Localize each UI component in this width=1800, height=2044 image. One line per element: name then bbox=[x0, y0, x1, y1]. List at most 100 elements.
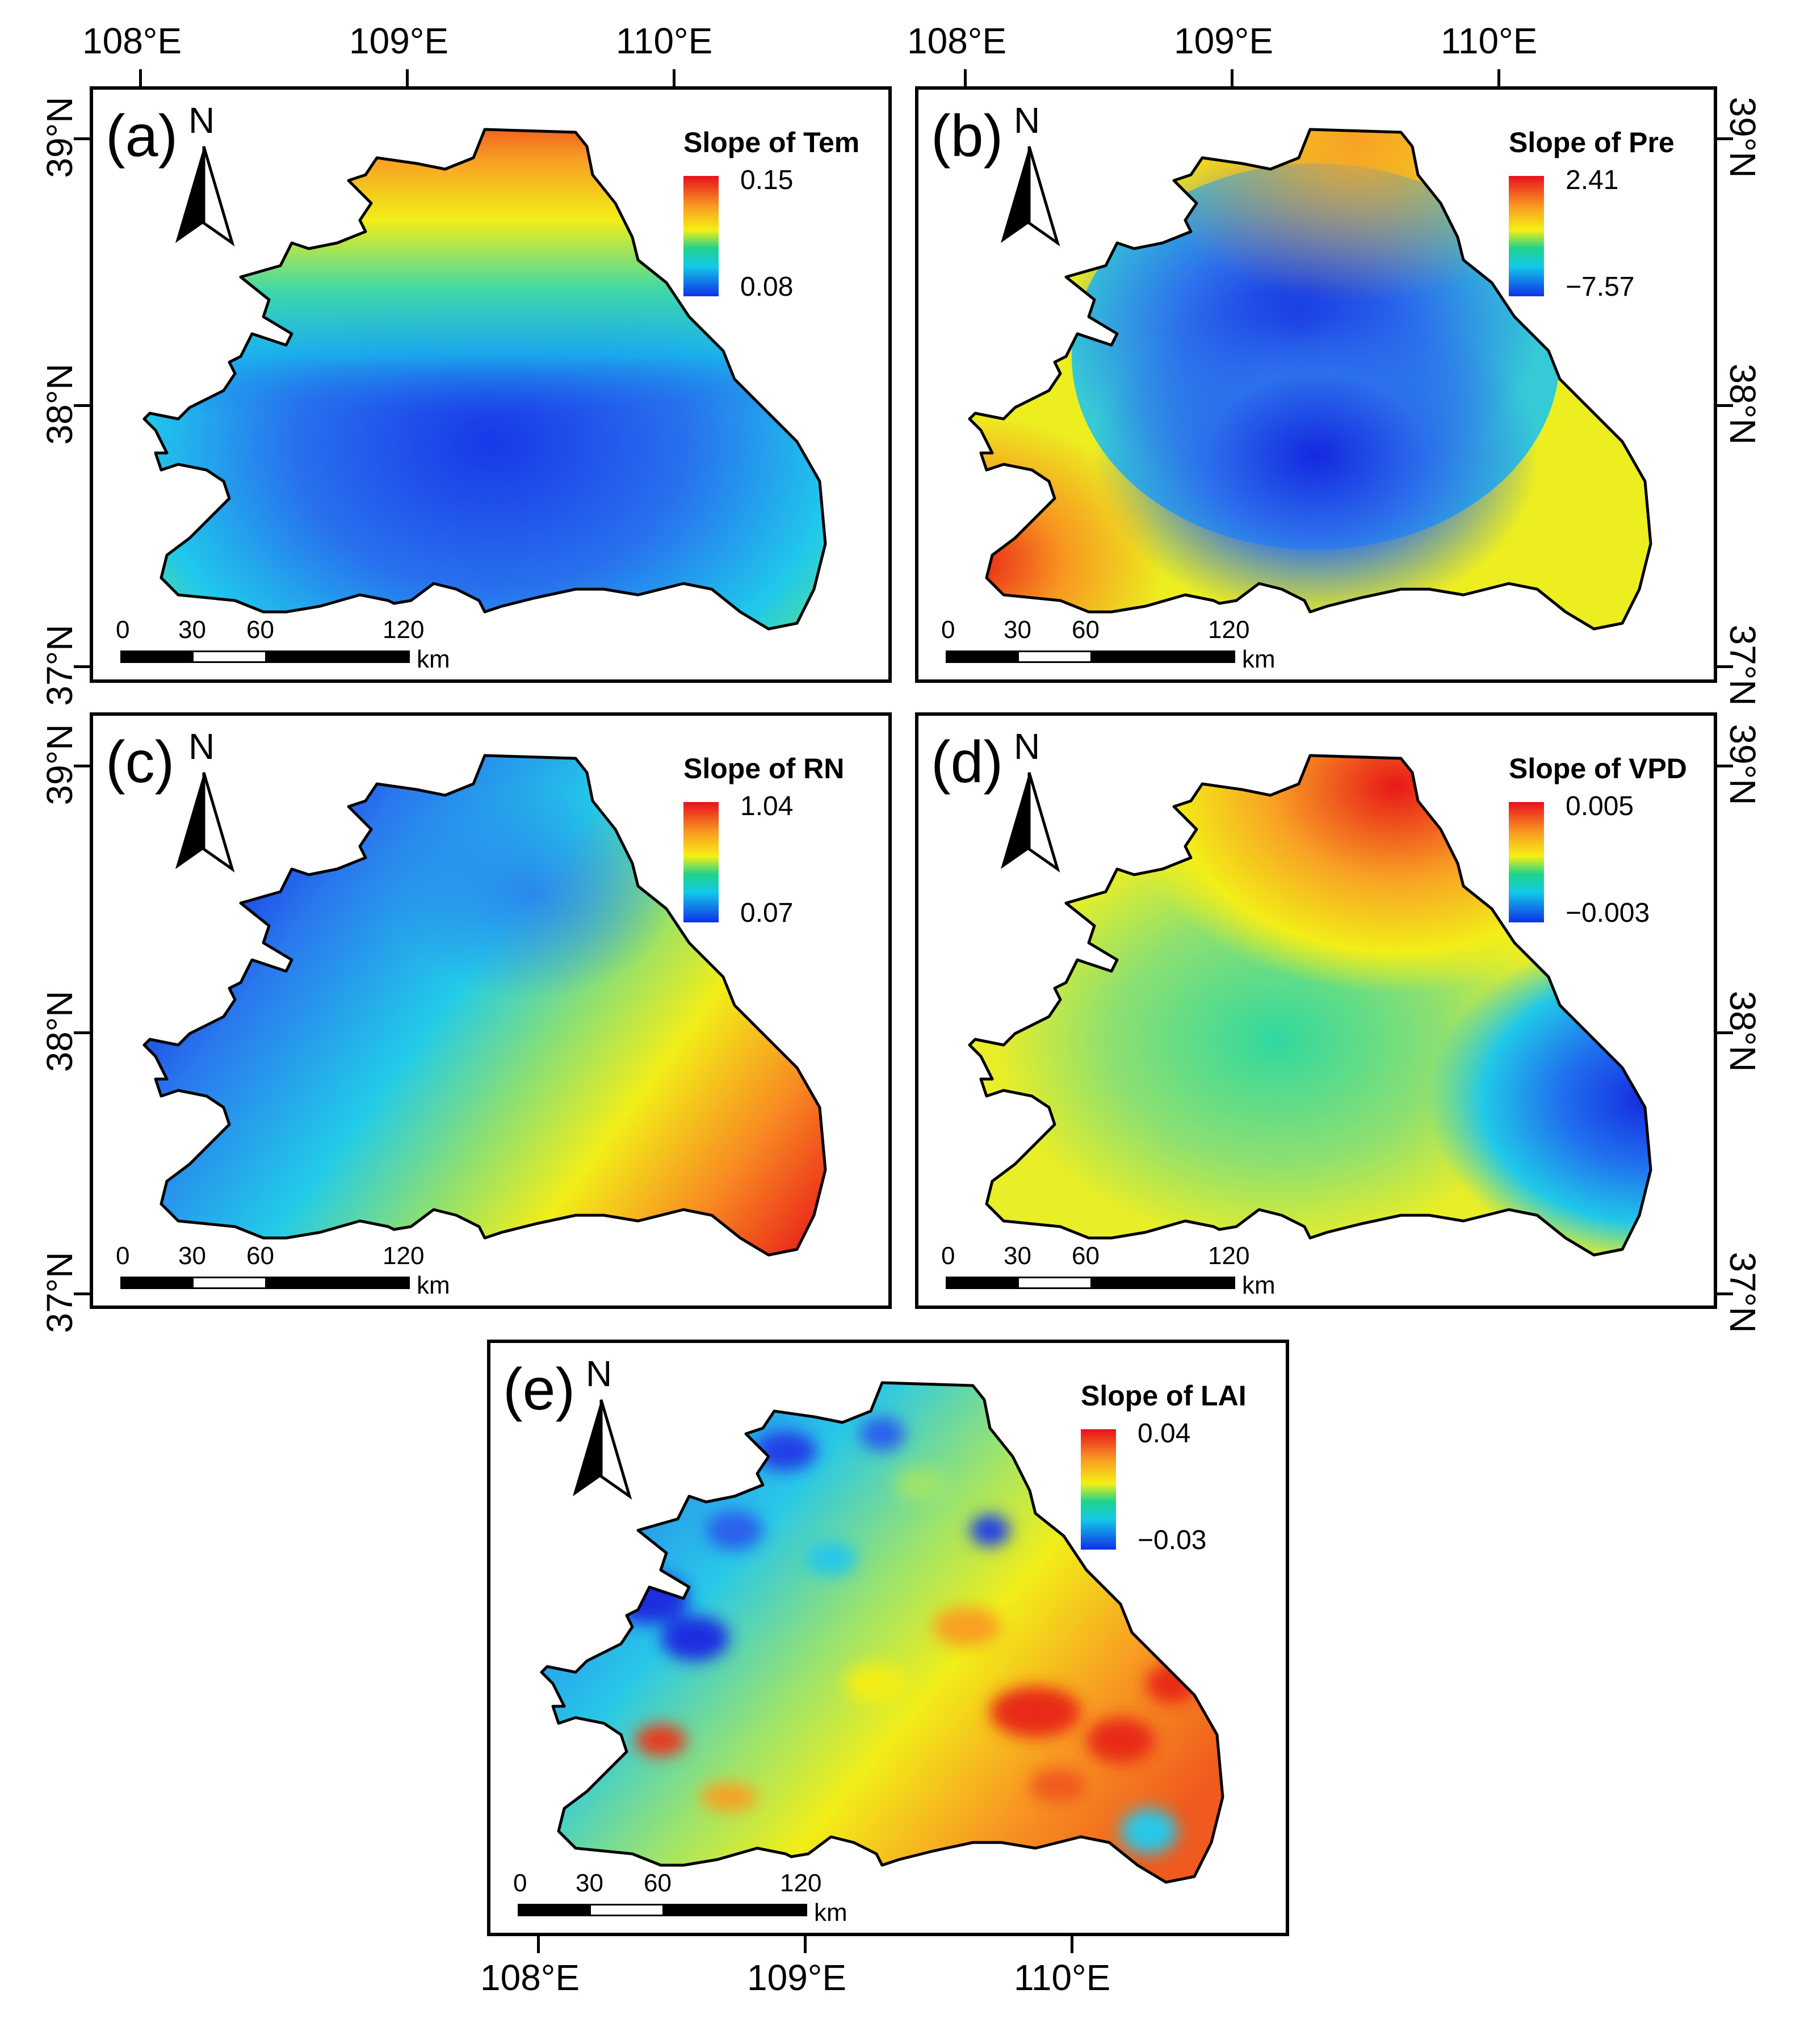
lon-label-top-a-108: 108°E bbox=[82, 20, 182, 61]
scale-tick-30: 30 bbox=[1004, 616, 1031, 644]
legend-colorbar bbox=[1509, 802, 1544, 922]
legend-title: Slope of LAI bbox=[1081, 1380, 1247, 1412]
scale-unit: km bbox=[417, 645, 450, 673]
lat-label-left-c-39: 39°N bbox=[39, 724, 80, 805]
north-label: N bbox=[1014, 726, 1040, 767]
north-arrow-icon bbox=[1001, 772, 1060, 873]
legend: Slope of Tem 0.15 0.08 bbox=[683, 128, 888, 321]
lat-label-left-a-38: 38°N bbox=[39, 363, 80, 445]
scale-bar-graphic bbox=[120, 650, 410, 663]
scale-bar: 0 30 60 120 km bbox=[513, 1871, 865, 1933]
lat-label-left-c-38: 38°N bbox=[39, 990, 80, 1072]
scale-tick-120: 120 bbox=[383, 616, 425, 644]
north-label: N bbox=[586, 1353, 612, 1394]
panel-label: (b) bbox=[931, 103, 1004, 169]
lat-tick bbox=[74, 1292, 90, 1295]
scale-bar: 0 30 60 120 km bbox=[941, 618, 1293, 680]
scale-tick-120: 120 bbox=[383, 1242, 425, 1270]
lat-tick bbox=[1717, 404, 1733, 407]
scale-tick-120: 120 bbox=[1208, 616, 1250, 644]
scale-unit: km bbox=[814, 1899, 847, 1927]
legend-title: Slope of VPD bbox=[1509, 753, 1687, 784]
region-outline bbox=[968, 754, 1652, 1257]
lat-tick bbox=[1717, 765, 1733, 767]
legend-max: 1.04 bbox=[740, 791, 794, 821]
scale-bar-graphic bbox=[946, 650, 1235, 663]
scale-tick-30: 30 bbox=[576, 1869, 603, 1897]
panel-d: (d) N Slope of VPD 0.005 −0.003 0 30 60 … bbox=[915, 712, 1717, 1309]
legend: Slope of LAI 0.04 −0.03 bbox=[1081, 1382, 1285, 1575]
scale-tick-60: 60 bbox=[1072, 1242, 1100, 1270]
scale-bar-graphic bbox=[946, 1277, 1235, 1289]
scale-bar: 0 30 60 120 km bbox=[941, 1244, 1293, 1306]
legend-max: 0.04 bbox=[1138, 1418, 1191, 1449]
lat-label-left-a-37: 37°N bbox=[39, 624, 80, 706]
scale-tick-30: 30 bbox=[178, 1242, 206, 1270]
legend-min: −0.003 bbox=[1566, 898, 1650, 928]
lon-label-top-b-110: 110°E bbox=[1441, 20, 1538, 61]
scale-unit: km bbox=[1242, 1271, 1275, 1299]
scale-tick-120: 120 bbox=[1208, 1242, 1250, 1270]
lon-tick bbox=[1497, 69, 1500, 86]
legend-max: 0.005 bbox=[1566, 791, 1634, 821]
region-outline bbox=[968, 128, 1652, 631]
lat-tick bbox=[1717, 665, 1733, 668]
scale-tick-60: 60 bbox=[1072, 616, 1100, 644]
legend: Slope of RN 1.04 0.07 bbox=[683, 754, 888, 947]
lat-tick bbox=[74, 1031, 90, 1034]
panel-label: (a) bbox=[106, 103, 178, 169]
north-arrow-icon bbox=[573, 1399, 632, 1500]
legend-max: 0.15 bbox=[740, 165, 794, 195]
panel-label: (c) bbox=[106, 729, 175, 795]
legend: Slope of VPD 0.005 −0.003 bbox=[1509, 754, 1713, 947]
panel-b: (b) N Slope of Pre 2.41 −7.57 0 30 60 12… bbox=[915, 86, 1717, 683]
lon-tick bbox=[673, 69, 675, 86]
scale-tick-0: 0 bbox=[941, 616, 955, 644]
lon-tick bbox=[139, 69, 142, 86]
lat-label-left-c-37: 37°N bbox=[39, 1252, 80, 1333]
region-outline bbox=[540, 1381, 1224, 1884]
scale-bar-graphic bbox=[518, 1904, 807, 1916]
lat-tick bbox=[1717, 1292, 1733, 1295]
lon-tick bbox=[1071, 1936, 1073, 1953]
scale-tick-0: 0 bbox=[116, 616, 130, 644]
scale-bar: 0 30 60 120 km bbox=[116, 618, 468, 680]
panel-a: (a) N Slope of Tem 0.15 0.08 0 30 60 120… bbox=[90, 86, 892, 683]
scale-tick-60: 60 bbox=[246, 616, 274, 644]
north-arrow-icon bbox=[175, 772, 235, 873]
panel-c: (c) N Slope of RN 1.04 0.07 0 30 60 120 … bbox=[90, 712, 892, 1309]
panel-label: (d) bbox=[931, 729, 1004, 795]
legend-title: Slope of RN bbox=[683, 753, 845, 784]
legend-min: 0.07 bbox=[740, 898, 794, 928]
north-label: N bbox=[188, 726, 215, 767]
north-arrow-icon bbox=[175, 146, 235, 247]
legend-colorbar bbox=[683, 802, 719, 922]
north-label: N bbox=[188, 100, 215, 141]
scale-tick-30: 30 bbox=[178, 616, 206, 644]
legend-min: −0.03 bbox=[1138, 1525, 1207, 1555]
scale-unit: km bbox=[1242, 645, 1275, 673]
lon-label-top-a-110: 110°E bbox=[616, 20, 713, 61]
lon-tick bbox=[406, 69, 409, 86]
panel-e: (e) N Slope of LAI 0.04 −0.03 0 30 60 12… bbox=[487, 1340, 1289, 1936]
scale-tick-0: 0 bbox=[116, 1242, 130, 1270]
legend-colorbar bbox=[1509, 176, 1544, 296]
lat-tick bbox=[1717, 1031, 1733, 1034]
lat-label-left-a-39: 39°N bbox=[39, 96, 80, 178]
lon-label-top-b-108: 108°E bbox=[907, 20, 1007, 61]
scale-unit: km bbox=[417, 1271, 450, 1299]
scale-tick-0: 0 bbox=[513, 1869, 527, 1897]
region-outline bbox=[142, 128, 827, 631]
lat-tick bbox=[74, 137, 90, 140]
lon-label-bottom-e-109: 109°E bbox=[747, 1957, 847, 1998]
scale-tick-60: 60 bbox=[246, 1242, 274, 1270]
legend: Slope of Pre 2.41 −7.57 bbox=[1509, 128, 1713, 321]
north-arrow-icon bbox=[1001, 146, 1060, 247]
scale-bar-graphic bbox=[120, 1277, 410, 1289]
lon-tick bbox=[1231, 69, 1233, 86]
scale-tick-30: 30 bbox=[1004, 1242, 1031, 1270]
legend-colorbar bbox=[1081, 1429, 1116, 1550]
panel-label: (e) bbox=[503, 1357, 576, 1422]
map-e bbox=[540, 1381, 1224, 1884]
lat-tick bbox=[74, 765, 90, 767]
